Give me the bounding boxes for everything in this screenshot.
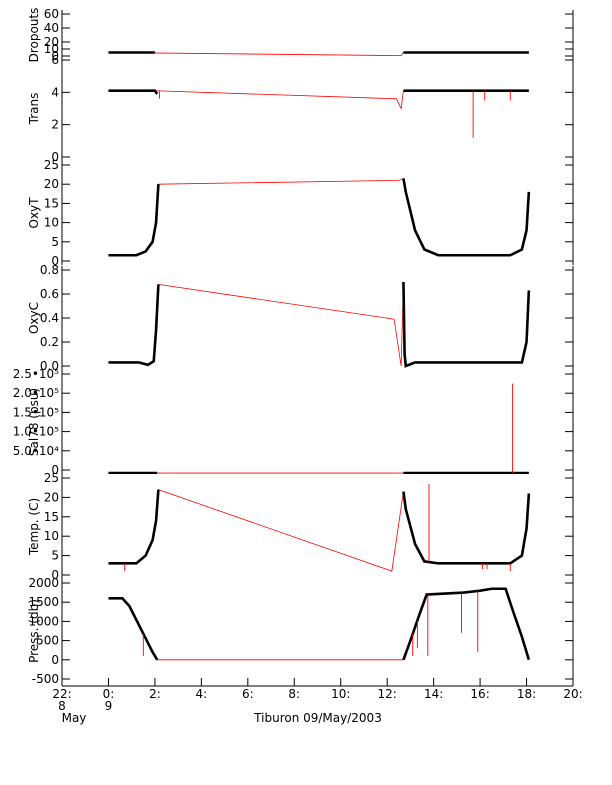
x-tick-label: 14: — [424, 687, 443, 701]
x-tick-label: 10: — [331, 687, 350, 701]
y-axis-label: Sal78 (psu) — [27, 388, 41, 456]
x-tick-date-label: 9 — [105, 699, 113, 713]
y-tick-label: 0 — [51, 254, 59, 268]
y-axis-label: Trans — [27, 93, 41, 126]
x-axis-month-label: May — [62, 711, 87, 725]
y-tick-label: 0 — [51, 568, 59, 582]
black-series-line — [402, 178, 531, 257]
y-axis-label: OxyC — [27, 302, 41, 334]
x-tick-label: 18: — [517, 687, 536, 701]
panel-data — [108, 383, 529, 474]
red-series-line — [108, 52, 404, 57]
x-tick-label: 12: — [378, 687, 397, 701]
black-series-line — [108, 184, 160, 257]
x-axis: 22:8 0:9 2: 4: 6: 8: 10: 12: 14: 16: 18: 20: — [52, 678, 583, 713]
panel-data — [108, 281, 531, 368]
x-tick-label: 20: — [563, 687, 582, 701]
panel-6: -500 0 500 1000 1500 2000 Press. (db) — [27, 576, 574, 686]
x-tick-label: 22: — [52, 687, 71, 701]
y-axis-label: Temp. (C) — [27, 498, 41, 556]
y-tick-label: 0 — [51, 150, 59, 164]
panel-data — [108, 587, 531, 661]
y-tick-label: 5.0•10⁴ — [13, 444, 59, 458]
panel-2: 0 5 10 15 20 25 OxyT — [27, 158, 574, 268]
red-series-line — [158, 281, 404, 367]
y-tick-label: 6 — [51, 53, 59, 67]
y-tick-label: 10 — [44, 42, 59, 56]
y-tick-label: 5 — [51, 549, 59, 563]
x-tick-label: 6: — [242, 687, 254, 701]
y-tick-label: 25 — [44, 158, 59, 172]
x-tick-label: 8: — [288, 687, 300, 701]
y-axis-label: OxyT — [27, 197, 41, 229]
black-series-line — [402, 587, 531, 661]
black-series-line — [108, 284, 160, 367]
panel-1: 0 2 4 6 Trans — [27, 53, 574, 164]
black-series-line — [108, 597, 159, 661]
panel-data — [108, 89, 529, 138]
y-tick-label: 40 — [44, 21, 59, 35]
y-tick-label: 1.5•10⁵ — [13, 405, 59, 419]
y-tick-label: 20 — [44, 35, 59, 49]
y-tick-label: 5 — [51, 235, 59, 249]
red-series-line — [154, 90, 404, 110]
y-tick-label: 25 — [44, 471, 59, 485]
panel-data — [108, 51, 529, 57]
x-tick-label: 16: — [470, 687, 489, 701]
red-series-line — [158, 489, 404, 572]
y-tick-label: 500 — [36, 634, 59, 648]
y-tick-label: 1500 — [28, 595, 59, 609]
black-series-line — [402, 281, 531, 368]
x-tick-label: 0: — [103, 687, 115, 701]
y-tick-label: 15 — [44, 510, 59, 524]
red-series-line — [158, 178, 404, 185]
y-tick-label: 1000 — [28, 614, 59, 628]
black-series-line — [108, 89, 159, 95]
panel-4: 0 5.0•10⁴ 1.0•10⁵ 1.5•10⁵ 2.0•10⁵ 2.5•10⁵ Sal7… — [13, 367, 574, 477]
black-series-line — [108, 489, 160, 565]
y-tick-label: 60 — [44, 7, 59, 21]
black-series-line — [402, 491, 531, 565]
y-tick-label: 0 — [51, 463, 59, 477]
y-tick-label: 20 — [44, 177, 59, 191]
y-tick-label: 2.5•10⁵ — [13, 367, 59, 381]
y-tick-label: 0 — [51, 653, 59, 667]
chart-panels: 010204060Dropouts0246Trans0510152025OxyT… — [13, 7, 574, 686]
x-axis-label: Tiburon 09/May/2003 — [253, 711, 382, 725]
y-tick-label: 2.0•10⁵ — [13, 386, 59, 400]
panel-data — [108, 178, 531, 257]
y-axis-label: Dropouts — [27, 8, 41, 63]
y-axis-label: Press. (db) — [27, 599, 41, 663]
x-tick-date-label: 8 — [58, 699, 66, 713]
y-tick-label: 0.2 — [40, 335, 59, 349]
y-tick-label: 10 — [44, 216, 59, 230]
x-tick-label: 2: — [149, 687, 161, 701]
y-tick-label: 0.6 — [40, 287, 59, 301]
y-tick-label: 1.0•10⁵ — [13, 425, 59, 439]
y-tick-label: 4 — [51, 85, 59, 99]
y-tick-label: 15 — [44, 196, 59, 210]
x-tick-label: 4: — [196, 687, 208, 701]
y-tick-label: 0.0 — [40, 359, 59, 373]
y-tick-label: 10 — [44, 529, 59, 543]
y-tick-label: 2 — [51, 118, 59, 132]
y-tick-label: 2000 — [28, 576, 59, 590]
y-tick-label: -500 — [32, 672, 59, 686]
y-tick-label: 0 — [51, 49, 59, 63]
y-tick-label: 20 — [44, 490, 59, 504]
panel-3: 0.0 0.2 0.4 0.6 0.8 OxyC — [27, 263, 574, 373]
y-tick-label: 0.8 — [40, 263, 59, 277]
panel-data — [108, 483, 531, 572]
y-tick-label: 0.4 — [40, 311, 59, 325]
